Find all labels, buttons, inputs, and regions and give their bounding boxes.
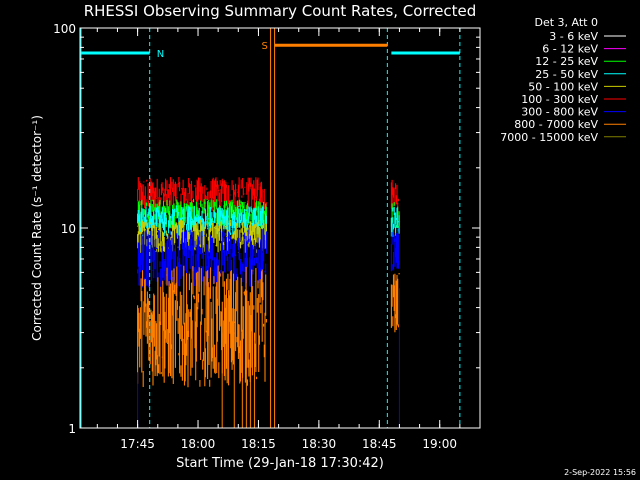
x-tick-label-5: 19:00 — [422, 437, 457, 451]
y-axis-ticks: 1 10 100 — [53, 22, 480, 436]
plot-bands — [137, 177, 400, 388]
legend-entry-3: 25 - 50 keV — [535, 68, 598, 81]
x-tick-label-0: 17:45 — [120, 437, 155, 451]
x-tick-label-4: 18:45 — [362, 437, 397, 451]
band-4-1 — [390, 228, 400, 272]
legend-entry-7: 800 - 7000 keV — [514, 118, 598, 131]
flag-label-0: N — [157, 49, 164, 60]
legend-entry-8: 7000 - 15000 keV — [500, 131, 598, 144]
legend-entry-6: 300 - 800 keV — [521, 106, 598, 119]
legend-title: Det 3, Att 0 — [535, 16, 599, 29]
x-tick-label-2: 18:15 — [241, 437, 276, 451]
y-tick-label-1: 10 — [61, 222, 76, 236]
legend-entry-2: 12 - 25 keV — [535, 55, 598, 68]
y-tick-label-2: 100 — [53, 22, 76, 36]
plot-lines — [137, 288, 400, 428]
x-axis-ticks: 17:45 18:00 18:15 18:30 18:45 19:00 — [96, 28, 461, 451]
chart-title: RHESSI Observing Summary Count Rates, Co… — [84, 2, 477, 20]
x-tick-label-3: 18:30 — [302, 437, 337, 451]
flag-label-1: S — [262, 41, 268, 52]
y-axis-label: Corrected Count Rate (s⁻¹ detector⁻¹) — [30, 115, 44, 341]
band-4-0 — [137, 228, 267, 289]
legend-entry-5: 100 - 300 keV — [521, 93, 598, 106]
legend-entry-4: 50 - 100 keV — [528, 80, 598, 93]
x-tick-label-1: 18:00 — [181, 437, 216, 451]
plot-flags: NS — [80, 28, 461, 428]
timestamp: 2-Sep-2022 15:56 — [564, 468, 636, 477]
band-3-0 — [137, 219, 267, 253]
legend-entry-0: 3 - 6 keV — [549, 30, 598, 43]
band-5-1 — [390, 273, 400, 333]
band-5-0 — [137, 265, 267, 388]
legend-entry-1: 6 - 12 keV — [542, 43, 598, 56]
x-axis-label: Start Time (29-Jan-18 17:30:42) — [176, 456, 384, 471]
y-tick-label-0: 1 — [68, 422, 76, 436]
